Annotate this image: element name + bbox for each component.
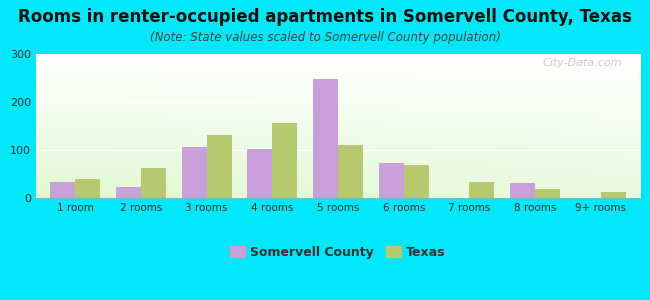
Bar (535, 189, 560, 198)
Bar (181, 147, 207, 198)
Bar (141, 168, 166, 198)
Bar (338, 145, 363, 198)
Bar (247, 149, 272, 198)
Bar (469, 182, 495, 198)
Bar (116, 188, 141, 198)
Bar (379, 164, 404, 198)
Text: Rooms in renter-occupied apartments in Somervell County, Texas: Rooms in renter-occupied apartments in S… (18, 8, 632, 26)
Bar (510, 183, 535, 198)
Text: City-Data.com: City-Data.com (543, 58, 622, 68)
Bar (75, 179, 100, 198)
Bar (50, 182, 75, 198)
Bar (207, 135, 231, 198)
Legend: Somervell County, Texas: Somervell County, Texas (225, 241, 451, 264)
Bar (601, 192, 626, 198)
Bar (313, 79, 338, 198)
Bar (404, 165, 429, 198)
Bar (272, 123, 297, 198)
Text: (Note: State values scaled to Somervell County population): (Note: State values scaled to Somervell … (150, 32, 500, 44)
